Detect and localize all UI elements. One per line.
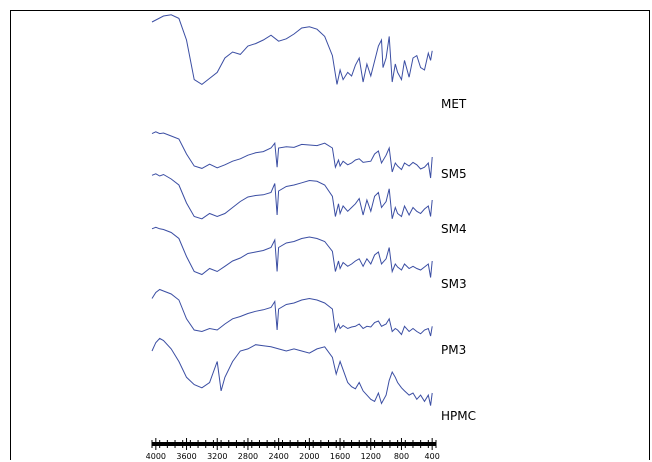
series-label-sm4: SM4 — [441, 222, 467, 236]
series-labels: MET SM5 SM4 SM3 PM3 HPMC — [441, 97, 476, 423]
spectrum-line-hpmc — [151, 337, 433, 406]
spectrum-line-sm5 — [151, 131, 433, 179]
x-tick-label: 2400 — [268, 452, 288, 461]
spectrum-line-pm3 — [151, 288, 433, 337]
chart-frame — [10, 10, 650, 460]
spectrum-line-met — [151, 14, 433, 86]
series-label-sm5: SM5 — [441, 167, 467, 181]
x-tick-label: 2800 — [238, 452, 258, 461]
x-tick-label: 3200 — [207, 452, 227, 461]
x-axis: 4000 3600 3200 2800 2400 2000 1600 1200 800 400 — [146, 438, 440, 461]
series-label-hpmc: HPMC — [441, 409, 476, 423]
x-tick-label: 400 — [425, 452, 440, 461]
x-tick-label: 3600 — [176, 452, 196, 461]
x-tick-label: 4000 — [146, 452, 166, 461]
series-label-sm3: SM3 — [441, 277, 467, 291]
spectrum-line-sm3 — [151, 226, 433, 278]
x-tick-label: 2000 — [299, 452, 319, 461]
x-tick-label: 1200 — [361, 452, 381, 461]
x-tick-label: 800 — [394, 452, 409, 461]
series-label-pm3: PM3 — [441, 343, 466, 357]
spectrum-line-sm4 — [151, 173, 433, 220]
x-tick-label: 1600 — [330, 452, 350, 461]
spectra-group — [151, 14, 433, 406]
x-axis-line — [152, 442, 436, 446]
series-label-met: MET — [441, 97, 467, 111]
